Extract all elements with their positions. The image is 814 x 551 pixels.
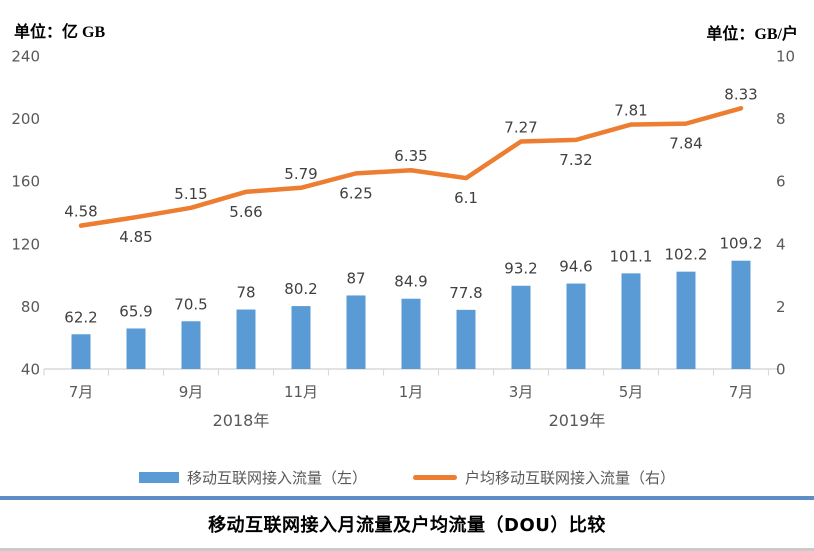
bar-series-legend-label: 移动互联网接入流量（左） <box>186 468 367 487</box>
right-axis-tick-label: 10 <box>776 48 795 66</box>
right-axis-unit-label: 单位：GB/户 <box>706 26 798 43</box>
bar <box>676 271 696 369</box>
line-data-label: 6.25 <box>339 184 372 202</box>
bar-series-swatch-icon <box>138 471 179 483</box>
bar-data-label: 65.9 <box>119 302 152 320</box>
bar <box>236 309 256 369</box>
bar-data-label: 102.2 <box>665 246 708 264</box>
chart-title: 移动互联网接入月流量及户均流量（DOU）比较 <box>208 515 606 536</box>
footer-title-bar: 移动互联网接入月流量及户均流量（DOU）比较 <box>0 504 814 544</box>
line-data-label: 7.27 <box>504 118 537 136</box>
line-data-label: 4.85 <box>119 228 152 246</box>
right-axis-tick-label: 2 <box>776 298 786 316</box>
bar-data-label: 77.8 <box>449 284 482 302</box>
legend-item-line-series: 户均移动互联网接入流量（右） <box>413 467 675 488</box>
year-group-label: 2019年 <box>549 411 606 430</box>
line-series-swatch-icon <box>413 474 457 480</box>
month-tick-label: 1月 <box>399 383 424 401</box>
left-axis-tick-label: 160 <box>11 173 40 191</box>
line-data-label: 5.79 <box>284 165 317 183</box>
bar-data-label: 78 <box>236 284 255 302</box>
line-series <box>78 106 744 228</box>
bar <box>346 295 366 369</box>
line-data-label: 5.66 <box>229 203 262 221</box>
bar <box>731 260 751 369</box>
left-axis-tick-label: 200 <box>11 110 40 128</box>
legend: 移动互联网接入流量（左） 户均移动互联网接入流量（右） <box>0 463 814 491</box>
bar-data-label: 80.2 <box>284 280 317 298</box>
month-tick-label: 7月 <box>729 383 754 401</box>
bar <box>566 283 586 369</box>
title-separator-rule <box>0 496 814 500</box>
left-axis-unit-label: 单位：亿 GB <box>14 24 106 41</box>
bar <box>456 309 476 369</box>
right-axis-tick-label: 4 <box>776 235 786 253</box>
bar <box>126 328 146 369</box>
month-tick-label: 5月 <box>619 383 644 401</box>
bar-data-label: 109.2 <box>720 235 763 253</box>
bar <box>291 306 311 369</box>
left-axis-tick-label: 120 <box>11 235 40 253</box>
line-data-label: 7.84 <box>669 135 702 153</box>
bar-data-label: 93.2 <box>504 260 537 278</box>
line-series-legend-label: 户均移动互联网接入流量（右） <box>465 468 676 487</box>
month-tick-label: 11月 <box>284 383 318 401</box>
bar-data-label: 84.9 <box>394 273 427 291</box>
line-data-label: 7.32 <box>559 151 592 169</box>
bar-data-label: 70.5 <box>174 295 207 313</box>
bar <box>71 334 91 369</box>
window-bottom-edge <box>0 548 814 551</box>
month-tick-label: 7月 <box>69 383 94 401</box>
line-data-label: 8.33 <box>724 85 757 103</box>
year-group-label: 2018年 <box>213 411 270 430</box>
right-axis-tick-label: 8 <box>776 110 786 128</box>
line-data-label: 7.81 <box>614 102 647 120</box>
bar-data-label: 87 <box>346 269 365 287</box>
right-axis-tick-label: 6 <box>776 173 786 191</box>
combo-chart: 240 200 160 120 80 40 10 8 6 4 2 0 62.2 65.9 70.5 78 80.… <box>11 48 795 431</box>
bar-data-label: 94.6 <box>559 258 592 276</box>
left-axis-tick-label: 240 <box>11 48 40 66</box>
line-data-label: 5.15 <box>174 185 207 203</box>
bar <box>511 285 531 369</box>
left-axis-tick-label: 80 <box>21 298 40 316</box>
bar <box>181 321 201 369</box>
bar <box>621 273 641 369</box>
right-axis-tick-label: 0 <box>776 361 786 379</box>
line-data-label: 6.35 <box>394 147 427 165</box>
month-tick-label: 9月 <box>179 383 204 401</box>
bar-data-label: 101.1 <box>610 247 653 265</box>
line-data-label: 6.1 <box>454 189 478 207</box>
line-data-label: 4.58 <box>64 203 97 221</box>
legend-item-bar-series: 移动互联网接入流量（左） <box>138 467 367 488</box>
bar <box>401 298 421 369</box>
bar-data-label: 62.2 <box>64 308 97 326</box>
month-tick-label: 3月 <box>509 383 534 401</box>
left-axis-tick-label: 40 <box>21 361 40 379</box>
